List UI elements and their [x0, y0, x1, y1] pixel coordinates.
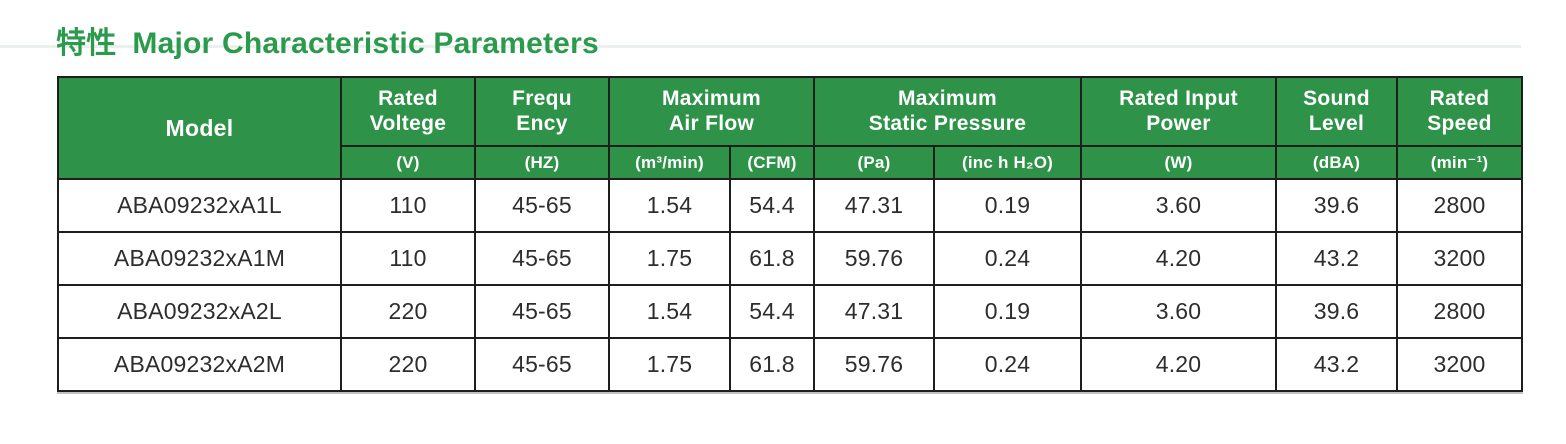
- value-cell: 3200: [1396, 231, 1524, 286]
- column-header-frequency: Frequ Ency: [474, 76, 610, 147]
- table-header: Model Rated Voltege Frequ Ency Maximum A…: [57, 76, 1524, 180]
- header-row-labels: Model Rated Voltege Frequ Ency Maximum A…: [57, 76, 1524, 180]
- unit-rated-voltage: (V): [340, 145, 476, 180]
- column-header-rated-voltage: Rated Voltege: [340, 76, 476, 147]
- header-line: Maximum: [662, 86, 761, 110]
- column-header-model: Model: [57, 76, 342, 180]
- page-title: 特性 Major Characteristic Parameters: [56, 18, 599, 62]
- model-cell: ABA09232xA1M: [57, 231, 342, 286]
- table-row: ABA09232xA2L 220 45-65 1.54 54.4 47.31 0…: [57, 284, 1524, 339]
- value-cell: 1.54: [608, 178, 731, 233]
- unit-air-flow-m3min: (m³/min): [608, 145, 731, 180]
- column-header-sound-level: Sound Level: [1275, 76, 1399, 147]
- unit-sound-level: (dBA): [1275, 145, 1399, 180]
- value-cell: 3.60: [1080, 284, 1278, 339]
- unit-static-pressure-inch-h2o: (inc h H₂O): [932, 145, 1083, 180]
- value-cell: 220: [340, 284, 476, 339]
- table-row: ABA09232xA2M 220 45-65 1.75 61.8 59.76 0…: [57, 337, 1524, 392]
- model-cell: ABA09232xA1L: [57, 178, 342, 233]
- model-cell: ABA09232xA2M: [57, 337, 342, 392]
- header-line: Level: [1308, 111, 1365, 135]
- header-line: Frequ: [512, 86, 572, 110]
- value-cell: 2800: [1396, 284, 1524, 339]
- unit-frequency: (HZ): [474, 145, 610, 180]
- value-cell: 59.76: [813, 337, 935, 392]
- value-cell: 54.4: [729, 178, 815, 233]
- value-cell: 4.20: [1080, 337, 1278, 392]
- header-line: Rated: [378, 86, 438, 110]
- value-cell: 0.24: [932, 337, 1083, 392]
- header-line: Ency: [516, 111, 568, 135]
- value-cell: 0.24: [932, 231, 1083, 286]
- value-cell: 47.31: [813, 178, 935, 233]
- header-line: Static Pressure: [868, 111, 1027, 135]
- value-cell: 45-65: [474, 178, 610, 233]
- unit-static-pressure-pa: (Pa): [813, 145, 935, 180]
- column-header-rated-speed: Rated Speed: [1396, 76, 1524, 147]
- page-title-chinese: 特性: [56, 27, 117, 60]
- table-row: ABA09232xA1M 110 45-65 1.75 61.8 59.76 0…: [57, 231, 1524, 286]
- value-cell: 1.75: [608, 337, 731, 392]
- value-cell: 54.4: [729, 284, 815, 339]
- header-line: Sound: [1303, 86, 1370, 110]
- value-cell: 45-65: [474, 284, 610, 339]
- value-cell: 1.75: [608, 231, 731, 286]
- table-body: ABA09232xA1L 110 45-65 1.54 54.4 47.31 0…: [57, 178, 1524, 392]
- table-row: ABA09232xA1L 110 45-65 1.54 54.4 47.31 0…: [57, 178, 1524, 233]
- model-cell: ABA09232xA2L: [57, 284, 342, 339]
- header-line: Air Flow: [668, 111, 755, 135]
- value-cell: 47.31: [813, 284, 935, 339]
- header-line: Voltege: [369, 111, 447, 135]
- header-line: Power: [1146, 111, 1211, 135]
- header-line: Speed: [1427, 111, 1492, 135]
- column-header-max-air-flow: Maximum Air Flow: [608, 76, 815, 147]
- value-cell: 39.6: [1275, 178, 1399, 233]
- column-header-max-static-pressure: Maximum Static Pressure: [812, 76, 1083, 147]
- header-line: Rated: [1429, 86, 1490, 110]
- page-title-english: Major Characteristic Parameters: [132, 27, 599, 60]
- value-cell: 43.2: [1275, 337, 1399, 392]
- value-cell: 1.54: [608, 284, 731, 339]
- value-cell: 0.19: [932, 178, 1083, 233]
- value-cell: 45-65: [474, 337, 610, 392]
- value-cell: 59.76: [813, 231, 935, 286]
- value-cell: 39.6: [1275, 284, 1399, 339]
- value-cell: 43.2: [1275, 231, 1399, 286]
- unit-rated-speed: (min⁻¹): [1396, 145, 1524, 180]
- value-cell: 3200: [1396, 337, 1524, 392]
- unit-input-power: (W): [1080, 145, 1278, 180]
- value-cell: 3.60: [1080, 178, 1278, 233]
- characteristics-table: Model Rated Voltege Frequ Ency Maximum A…: [57, 76, 1524, 392]
- column-header-rated-input-power: Rated Input Power: [1080, 76, 1278, 147]
- value-cell: 4.20: [1080, 231, 1278, 286]
- value-cell: 45-65: [474, 231, 610, 286]
- value-cell: 61.8: [729, 231, 815, 286]
- value-cell: 61.8: [729, 337, 815, 392]
- value-cell: 2800: [1396, 178, 1524, 233]
- header-row-units: (V) (HZ) (m³/min) (CFM) (Pa) (inc h H₂O)…: [58, 145, 1524, 180]
- header-line: Maximum: [898, 86, 997, 110]
- header-line: Rated Input: [1119, 86, 1238, 110]
- title-underline-rule: [0, 45, 1521, 48]
- value-cell: 110: [340, 231, 476, 286]
- value-cell: 110: [340, 178, 476, 233]
- value-cell: 220: [340, 337, 476, 392]
- unit-air-flow-cfm: (CFM): [729, 145, 815, 180]
- value-cell: 0.19: [932, 284, 1083, 339]
